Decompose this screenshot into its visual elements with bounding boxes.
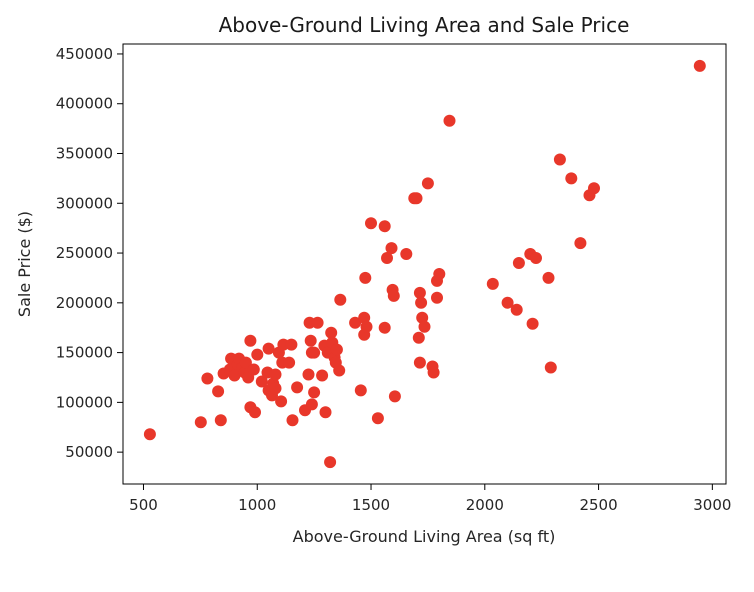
- y-tick-label: 200000: [56, 294, 113, 312]
- y-axis-label: Sale Price ($): [15, 211, 34, 317]
- data-point: [486, 277, 499, 290]
- data-point: [413, 356, 426, 369]
- data-point: [333, 364, 346, 377]
- data-point: [325, 326, 338, 339]
- data-point: [365, 217, 377, 230]
- y-tick-label: 250000: [56, 244, 113, 262]
- data-point: [285, 338, 298, 351]
- data-point: [388, 390, 401, 403]
- data-point: [410, 192, 423, 205]
- data-point: [378, 321, 391, 334]
- data-point: [286, 414, 299, 427]
- data-point: [283, 356, 296, 369]
- data-point: [443, 114, 456, 127]
- data-point: [214, 414, 227, 427]
- data-point: [251, 348, 264, 361]
- data-point: [308, 346, 321, 359]
- data-point: [349, 316, 362, 329]
- data-point: [412, 331, 425, 344]
- data-point: [262, 342, 275, 355]
- y-tick-label: 100000: [56, 393, 113, 411]
- data-point: [693, 59, 706, 72]
- data-points: [143, 59, 706, 469]
- x-axis: 500 1000 1500 2000 2500 3000: [129, 484, 731, 514]
- data-point: [542, 271, 555, 284]
- data-point: [316, 369, 329, 382]
- data-point: [574, 237, 587, 250]
- data-point: [269, 368, 282, 381]
- data-point: [565, 172, 578, 185]
- data-point: [544, 361, 557, 374]
- data-point: [291, 381, 304, 394]
- x-tick-label: 500: [129, 496, 158, 514]
- data-point: [269, 382, 282, 395]
- chart-title: Above-Ground Living Area and Sale Price: [219, 13, 630, 37]
- data-point: [415, 296, 428, 309]
- data-point: [360, 320, 373, 333]
- data-point: [302, 368, 315, 381]
- y-tick-label: 400000: [56, 95, 113, 113]
- data-point: [553, 153, 566, 166]
- data-point: [319, 406, 332, 419]
- y-tick-label: 450000: [56, 45, 113, 63]
- x-axis-label: Above-Ground Living Area (sq ft): [293, 527, 556, 546]
- data-point: [324, 456, 337, 469]
- x-tick-label: 2500: [579, 496, 617, 514]
- x-tick-label: 1500: [352, 496, 390, 514]
- data-point: [427, 366, 440, 379]
- data-point: [330, 343, 343, 356]
- data-point: [431, 291, 443, 304]
- data-point: [433, 268, 446, 280]
- data-point: [143, 428, 156, 441]
- y-tick-label: 150000: [56, 344, 113, 362]
- data-point: [400, 248, 413, 260]
- data-point: [244, 334, 257, 347]
- data-point: [239, 356, 252, 369]
- data-point: [201, 372, 214, 385]
- y-tick-label: 300000: [56, 194, 113, 212]
- y-tick-label: 50000: [65, 443, 113, 461]
- data-point: [247, 363, 260, 376]
- data-point: [512, 257, 525, 269]
- data-point: [304, 334, 317, 347]
- data-point: [526, 317, 539, 330]
- data-point: [255, 375, 268, 388]
- data-point: [421, 177, 434, 190]
- data-point: [354, 384, 367, 397]
- data-point: [413, 286, 426, 299]
- x-tick-label: 3000: [693, 496, 731, 514]
- data-point: [510, 303, 523, 316]
- data-point: [501, 296, 514, 309]
- data-point: [228, 369, 241, 382]
- data-point: [387, 289, 400, 302]
- y-tick-label: 350000: [56, 145, 113, 163]
- data-point: [311, 316, 324, 329]
- data-point: [530, 252, 542, 264]
- data-point: [418, 320, 431, 333]
- x-tick-label: 1000: [238, 496, 276, 514]
- data-point: [194, 416, 207, 429]
- data-point: [378, 220, 391, 233]
- data-point: [334, 293, 347, 306]
- x-tick-label: 2000: [466, 496, 504, 514]
- data-point: [381, 252, 393, 264]
- plot-frame: [122, 43, 727, 485]
- data-point: [305, 398, 318, 411]
- data-point: [308, 386, 321, 399]
- data-point: [371, 412, 384, 425]
- y-axis: 50000 100000 150000 200000 250000 300000 35000…: [56, 45, 123, 461]
- data-point: [212, 385, 225, 398]
- data-point: [588, 182, 600, 195]
- data-point: [249, 406, 261, 419]
- data-point: [385, 242, 398, 255]
- data-point: [275, 395, 288, 408]
- data-point: [359, 271, 372, 284]
